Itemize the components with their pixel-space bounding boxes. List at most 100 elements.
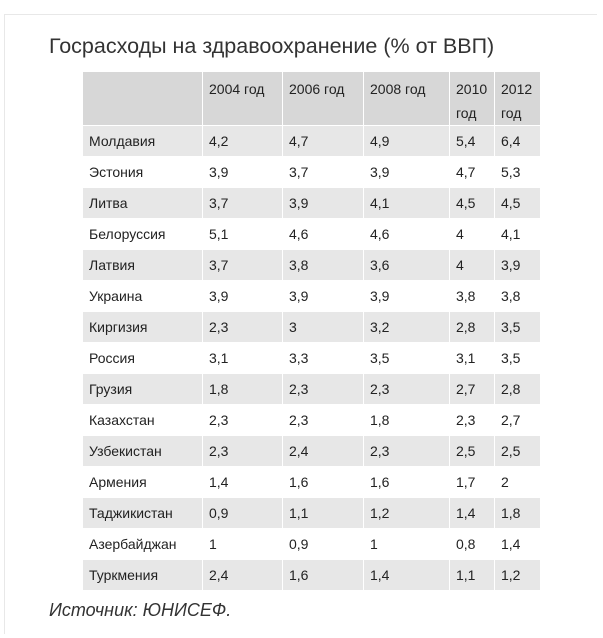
value-cell: 1,4: [494, 528, 541, 560]
table-row: Туркмения 2,4 1,6 1,4 1,1 1,2: [82, 559, 541, 591]
column-header: 2012 год: [494, 71, 541, 126]
value-cell: 2,3: [202, 435, 283, 467]
country-cell: Латвия: [82, 249, 203, 281]
column-header: 2008 год: [363, 71, 450, 126]
value-cell: 4,1: [494, 218, 541, 250]
value-cell: 6,4: [494, 125, 541, 157]
country-cell: Таджикистан: [82, 497, 203, 529]
value-cell: 3,1: [449, 342, 495, 374]
value-cell: 2,3: [282, 373, 364, 405]
table-row: Киргизия 2,3 3 3,2 2,8 3,5: [82, 311, 541, 343]
table-row: Молдавия 4,2 4,7 4,9 5,4 6,4: [82, 125, 541, 157]
value-cell: 1,7: [449, 466, 495, 498]
value-cell: 3,8: [494, 280, 541, 312]
table-row: Азербайджан 1 0,9 1 0,8 1,4: [82, 528, 541, 560]
value-cell: 1,6: [282, 466, 364, 498]
country-cell: Казахстан: [82, 404, 203, 436]
value-cell: 4: [449, 218, 495, 250]
table-row: Казахстан 2,3 2,3 1,8 2,3 2,7: [82, 404, 541, 436]
value-cell: 1: [202, 528, 283, 560]
value-cell: 5,3: [494, 156, 541, 188]
value-cell: 1,1: [282, 497, 364, 529]
value-cell: 2,3: [449, 404, 495, 436]
table-row: Армения 1,4 1,6 1,6 1,7 2: [82, 466, 541, 498]
value-cell: 3,3: [282, 342, 364, 374]
value-cell: 3,5: [494, 311, 541, 343]
table-row: Таджикистан 0,9 1,1 1,2 1,4 1,8: [82, 497, 541, 529]
country-cell: Армения: [82, 466, 203, 498]
country-cell: Литва: [82, 187, 203, 219]
value-cell: 1,2: [363, 497, 450, 529]
content-frame: [4, 14, 597, 634]
table-row: Белоруссия 5,1 4,6 4,6 4 4,1: [82, 218, 541, 250]
country-cell: Киргизия: [82, 311, 203, 343]
value-cell: 4: [449, 249, 495, 281]
table-row: Грузия 1,8 2,3 2,3 2,7 2,8: [82, 373, 541, 405]
value-cell: 1,6: [363, 466, 450, 498]
value-cell: 2,5: [494, 435, 541, 467]
value-cell: 2,3: [202, 404, 283, 436]
value-cell: 3,7: [202, 249, 283, 281]
value-cell: 3,9: [282, 187, 364, 219]
country-cell: Туркмения: [82, 559, 203, 591]
value-cell: 2,4: [282, 435, 364, 467]
value-cell: 1,8: [202, 373, 283, 405]
value-cell: 3,7: [282, 156, 364, 188]
value-cell: 3,9: [202, 280, 283, 312]
column-header: 2010 год: [449, 71, 495, 126]
column-header: 2006 год: [282, 71, 364, 126]
value-cell: 3,7: [202, 187, 283, 219]
country-cell: Узбекистан: [82, 435, 203, 467]
value-cell: 3,9: [282, 280, 364, 312]
value-cell: 4,9: [363, 125, 450, 157]
table-header-row: 2004 год 2006 год 2008 год 2010 год 2012…: [82, 71, 541, 126]
value-cell: 3,5: [494, 342, 541, 374]
value-cell: 1,6: [282, 559, 364, 591]
value-cell: 3,5: [363, 342, 450, 374]
value-cell: 2,8: [494, 373, 541, 405]
value-cell: 1,4: [449, 497, 495, 529]
value-cell: 3,6: [363, 249, 450, 281]
country-cell: Грузия: [82, 373, 203, 405]
value-cell: 3,8: [282, 249, 364, 281]
table-row: Украина 3,9 3,9 3,9 3,8 3,8: [82, 280, 541, 312]
value-cell: 2,3: [363, 435, 450, 467]
value-cell: 3,2: [363, 311, 450, 343]
value-cell: 2: [494, 466, 541, 498]
value-cell: 4,5: [494, 187, 541, 219]
value-cell: 4,7: [282, 125, 364, 157]
value-cell: 5,4: [449, 125, 495, 157]
value-cell: 1,8: [494, 497, 541, 529]
column-header: 2004 год: [202, 71, 283, 126]
data-table: 2004 год 2006 год 2008 год 2010 год 2012…: [82, 71, 541, 591]
column-header: [82, 71, 203, 126]
country-cell: Белоруссия: [82, 218, 203, 250]
value-cell: 1,1: [449, 559, 495, 591]
page-title: Госрасходы на здравоохранение (% от ВВП): [49, 34, 495, 58]
value-cell: 3,9: [363, 156, 450, 188]
value-cell: 0,8: [449, 528, 495, 560]
value-cell: 4,7: [449, 156, 495, 188]
country-cell: Украина: [82, 280, 203, 312]
value-cell: 2,4: [202, 559, 283, 591]
value-cell: 3,9: [202, 156, 283, 188]
table-row: Латвия 3,7 3,8 3,6 4 3,9: [82, 249, 541, 281]
value-cell: 4,2: [202, 125, 283, 157]
value-cell: 3,8: [449, 280, 495, 312]
table-row: Россия 3,1 3,3 3,5 3,1 3,5: [82, 342, 541, 374]
value-cell: 1,8: [363, 404, 450, 436]
value-cell: 1,2: [494, 559, 541, 591]
value-cell: 5,1: [202, 218, 283, 250]
value-cell: 1: [363, 528, 450, 560]
country-cell: Молдавия: [82, 125, 203, 157]
value-cell: 3,9: [494, 249, 541, 281]
value-cell: 2,5: [449, 435, 495, 467]
table-row: Узбекистан 2,3 2,4 2,3 2,5 2,5: [82, 435, 541, 467]
country-cell: Эстония: [82, 156, 203, 188]
value-cell: 2,7: [494, 404, 541, 436]
country-cell: Азербайджан: [82, 528, 203, 560]
value-cell: 3,9: [363, 280, 450, 312]
source-note: Источник: ЮНИСЕФ.: [49, 600, 232, 620]
value-cell: 2,3: [363, 373, 450, 405]
value-cell: 4,6: [282, 218, 364, 250]
